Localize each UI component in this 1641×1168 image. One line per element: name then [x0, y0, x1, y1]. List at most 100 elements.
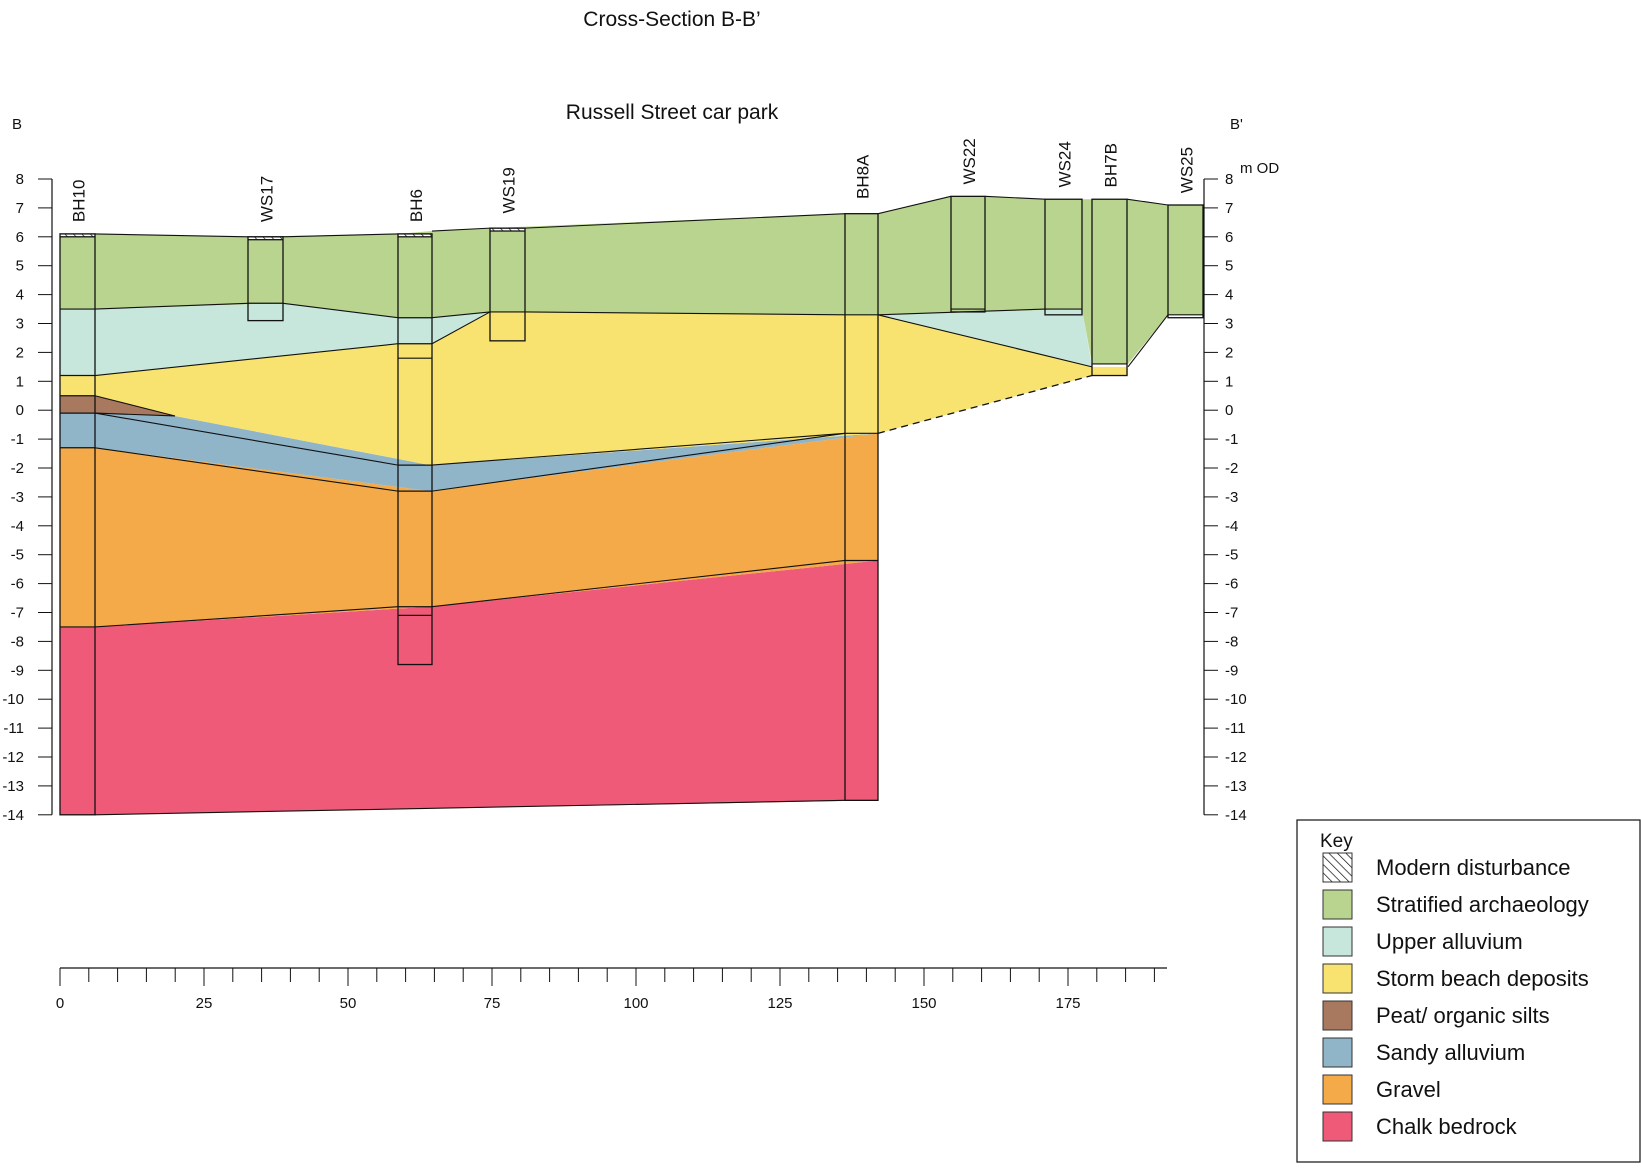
- boundary-line: [94, 447, 399, 492]
- left-axis-tick-label: 5: [16, 258, 24, 275]
- right-elevation-axis: 8 7 6 5 4 3 2 1 0 -1 -2 -3 -4 -5 -6 -7 -8 -9 -10 -11 -12 -13 -…: [1203, 171, 1247, 824]
- borehole-label-ws24: WS24: [1056, 141, 1075, 187]
- right-axis-tick-label: -4: [1225, 518, 1238, 535]
- figure-title: Cross-Section B-B’: [583, 8, 760, 31]
- left-axis-tick-label: -3: [11, 489, 24, 506]
- left-elevation-axis: 8 7 6 5 4 3 2 1 0 -1 -2 -3 -4 -5 -6 -7 -8 -9 -10 -11 -12 -13 -…: [2, 171, 53, 824]
- site-subtitle: Russell Street car park: [566, 101, 779, 124]
- borehole-column-bh7b: [1091, 198, 1128, 377]
- borehole-column-ws25: [1167, 204, 1204, 319]
- boundary-line: [94, 233, 249, 238]
- boundary-line: [94, 395, 176, 417]
- right-axis-tick-label: 8: [1225, 171, 1233, 188]
- borehole-labels: BH10 WS17 BH6 WS19 BH8A WS22 WS24 BH7B WS25: [70, 138, 1197, 222]
- distance-axis-tick-label: 100: [623, 995, 648, 1012]
- left-axis-tick-label: -4: [11, 518, 24, 535]
- right-axis-tick-label: -2: [1225, 460, 1238, 477]
- borehole-column-ws19: [489, 227, 526, 342]
- layer-stratified: [60, 196, 1203, 364]
- left-axis-tick-label: -6: [11, 576, 24, 593]
- left-axis-tick-label: 1: [16, 373, 24, 390]
- inferred-boundary-dashed: [877, 374, 1093, 434]
- legend-label-chalk: Chalk bedrock: [1376, 1114, 1518, 1139]
- boundary-line: [984, 195, 1046, 200]
- boundary-line: [524, 213, 846, 229]
- right-axis-tick-label: 5: [1225, 258, 1233, 275]
- legend-label-storm-beach: Storm beach deposits: [1376, 966, 1589, 991]
- right-axis-tick-label: 3: [1225, 316, 1233, 333]
- legend-label-sandy-alluvium: Sandy alluvium: [1376, 1040, 1525, 1065]
- borehole-column-bh8a: [844, 213, 879, 801]
- layer-upper-alluvium: [878, 309, 1092, 367]
- borehole-column-ws24: [1044, 198, 1083, 316]
- right-axis-tick-label: -14: [1225, 807, 1247, 824]
- strata-layers: [60, 196, 1203, 815]
- left-axis-tick-label: -10: [2, 691, 24, 708]
- left-axis-tick-label: -5: [11, 547, 24, 564]
- borehole-label-bh6: BH6: [407, 189, 426, 222]
- borehole-column-ws22: [950, 195, 986, 313]
- boundary-line: [1126, 198, 1169, 206]
- legend-swatch-chalk: [1322, 1111, 1353, 1142]
- left-axis-tick-label: -14: [2, 807, 24, 824]
- right-axis-tick-label: 4: [1225, 287, 1233, 304]
- legend-swatch-upper-alluvium: [1322, 926, 1353, 957]
- right-axis-tick-label: 0: [1225, 402, 1233, 419]
- boundary-line: [877, 195, 952, 215]
- legend-swatch-peat: [1322, 1000, 1353, 1031]
- right-axis-tick-label: -13: [1225, 778, 1247, 795]
- right-axis-tick-label: -8: [1225, 633, 1238, 650]
- boundary-line: [282, 302, 399, 319]
- end-label-left: B: [12, 116, 22, 133]
- boundary-line: [94, 343, 399, 377]
- legend-swatch-storm-beach: [1322, 963, 1353, 994]
- right-axis-tick-label: 6: [1225, 229, 1233, 246]
- borehole-column-bh6: [397, 233, 433, 666]
- legend-key: Key Modern disturbance Stratified archaeo…: [1296, 819, 1641, 1163]
- right-axis-tick-label: -12: [1225, 749, 1247, 766]
- boundary-line: [431, 311, 491, 319]
- legend-title: Key: [1320, 831, 1353, 852]
- boundary-line: [1127, 314, 1169, 368]
- legend-swatch-stratified: [1322, 889, 1353, 920]
- boundary-line: [431, 311, 491, 345]
- layer-peat: [60, 395, 175, 416]
- end-label-right: B': [1230, 116, 1243, 133]
- borehole-label-bh8a: BH8A: [854, 154, 873, 199]
- layer-storm-beach: [60, 311, 1128, 466]
- left-axis-tick-label: 6: [16, 229, 24, 246]
- right-axis-tick-label: -10: [1225, 691, 1247, 708]
- borehole-label-bh10: BH10: [70, 180, 89, 223]
- layer-chalk: [60, 560, 878, 815]
- legend-label-gravel: Gravel: [1376, 1077, 1441, 1102]
- borehole-columns: [59, 195, 1204, 816]
- boundary-line: [94, 606, 399, 628]
- left-axis-tick-label: -13: [2, 778, 24, 795]
- distance-axis-tick-label: 0: [56, 995, 64, 1012]
- boundary-line: [431, 227, 491, 232]
- borehole-label-ws17: WS17: [258, 176, 277, 222]
- distance-axis: 0 25 50 75 100 125 150 175: [56, 967, 1167, 1012]
- right-axis-tick-label: 1: [1225, 373, 1233, 390]
- boundary-line: [877, 314, 1093, 368]
- legend-swatch-gravel: [1322, 1074, 1353, 1105]
- legend-box: [1296, 819, 1641, 1163]
- borehole-label-ws19: WS19: [500, 167, 519, 213]
- borehole-column-bh10: [59, 233, 96, 816]
- left-axis-tick-label: 3: [16, 316, 24, 333]
- distance-axis-tick-label: 25: [196, 995, 213, 1012]
- layer-gravel: [60, 433, 878, 627]
- boundary-line: [282, 233, 399, 238]
- left-axis-tick-label: -1: [11, 431, 24, 448]
- left-axis-tick-label: -7: [11, 605, 24, 622]
- distance-axis-tick-label: 75: [484, 995, 501, 1012]
- left-axis-tick-label: -2: [11, 460, 24, 477]
- left-axis-tick-label: -11: [3, 720, 24, 737]
- right-axis-tick-label: -1: [1225, 431, 1238, 448]
- right-axis-tick-label: -3: [1225, 489, 1238, 506]
- borehole-label-ws25: WS25: [1178, 147, 1197, 193]
- boundary-line: [431, 559, 846, 608]
- left-axis-tick-label: 2: [16, 344, 24, 361]
